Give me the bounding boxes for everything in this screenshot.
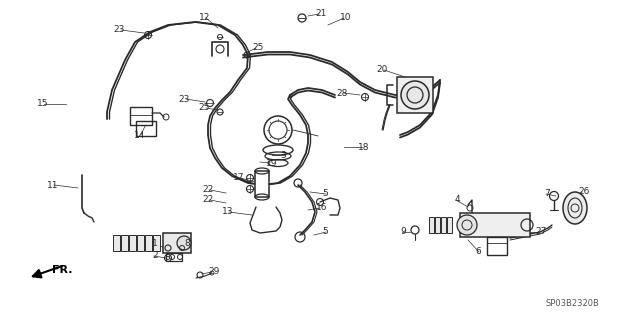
Text: 9: 9 — [400, 227, 406, 236]
Bar — [255, 171, 269, 197]
Bar — [460, 213, 530, 237]
Text: 3: 3 — [280, 151, 285, 160]
Circle shape — [401, 81, 429, 109]
Bar — [121, 235, 128, 251]
Text: 26: 26 — [578, 188, 589, 197]
Text: 18: 18 — [358, 143, 369, 152]
Bar — [163, 233, 191, 253]
Text: 27: 27 — [535, 227, 547, 236]
Circle shape — [457, 215, 477, 235]
Bar — [429, 217, 434, 233]
Text: 28: 28 — [337, 88, 348, 98]
Text: 14: 14 — [134, 130, 145, 139]
Text: 29: 29 — [208, 268, 220, 277]
Bar — [137, 235, 144, 251]
Text: 10: 10 — [340, 13, 351, 23]
Bar — [447, 217, 452, 233]
Text: 21: 21 — [315, 10, 326, 19]
Text: SP03B2320B: SP03B2320B — [545, 300, 599, 308]
Circle shape — [177, 236, 191, 250]
Text: 6: 6 — [475, 248, 481, 256]
Ellipse shape — [563, 192, 587, 224]
Text: 22: 22 — [203, 196, 214, 204]
Text: 22: 22 — [203, 186, 214, 195]
Text: 15: 15 — [36, 100, 48, 108]
Bar — [441, 217, 446, 233]
Text: 2: 2 — [152, 251, 158, 261]
Text: 5: 5 — [322, 189, 328, 198]
Bar — [113, 235, 120, 251]
Text: 4: 4 — [454, 196, 460, 204]
Text: 12: 12 — [198, 13, 210, 23]
Bar — [136, 121, 156, 136]
Bar — [153, 235, 160, 251]
Text: 17: 17 — [232, 174, 244, 182]
Bar — [435, 217, 440, 233]
Text: 1: 1 — [152, 240, 158, 249]
Text: 8: 8 — [184, 240, 189, 249]
Bar — [129, 235, 136, 251]
Bar — [487, 237, 507, 255]
Text: 25: 25 — [198, 103, 210, 113]
Text: 25: 25 — [252, 43, 264, 53]
Text: 16: 16 — [316, 204, 328, 212]
Bar — [130, 107, 152, 125]
Text: 20: 20 — [376, 65, 388, 75]
Text: 11: 11 — [47, 181, 58, 189]
Text: 5: 5 — [322, 227, 328, 236]
Text: 23: 23 — [179, 94, 190, 103]
Text: 19: 19 — [266, 159, 278, 167]
Text: 7: 7 — [544, 189, 550, 198]
Text: 23: 23 — [114, 26, 125, 34]
Text: FR.: FR. — [52, 265, 72, 275]
Bar — [145, 235, 152, 251]
Text: 13: 13 — [221, 207, 233, 217]
Bar — [397, 77, 433, 113]
Bar — [166, 253, 182, 261]
